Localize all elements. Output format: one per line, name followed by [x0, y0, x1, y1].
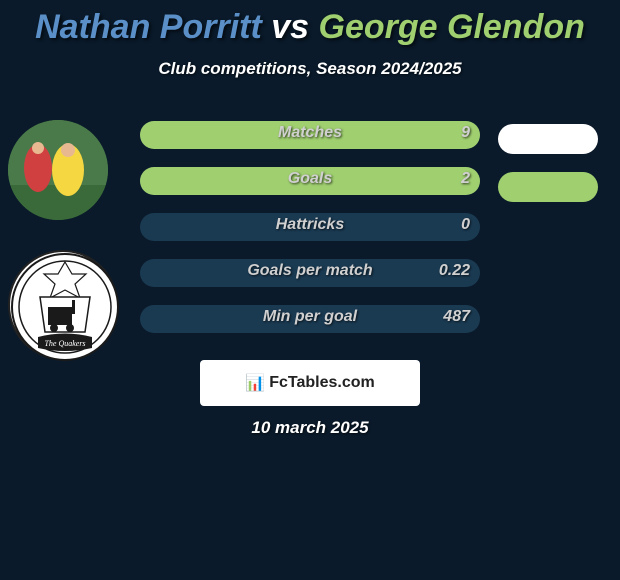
- stat-row: Goals2: [140, 164, 480, 198]
- vs-text: vs: [262, 8, 319, 46]
- player-avatar: [8, 120, 108, 220]
- svg-text:The Quakers: The Quakers: [44, 339, 85, 348]
- stat-value: 487: [443, 308, 470, 326]
- stat-row: Hattricks0: [140, 210, 480, 244]
- player1-name: Nathan Porritt: [35, 8, 262, 46]
- player2-name: George Glendon: [319, 8, 585, 46]
- stat-label: Goals: [140, 170, 480, 188]
- stat-label: Hattricks: [140, 216, 480, 234]
- avatars-column: The Quakers: [8, 120, 118, 360]
- right-pill: [498, 124, 598, 154]
- stat-label: Min per goal: [140, 308, 480, 326]
- right-pill: [498, 172, 598, 202]
- logo-text: FcTables.com: [269, 374, 375, 392]
- stat-row: Min per goal487: [140, 302, 480, 336]
- crest-image: The Quakers: [10, 252, 120, 362]
- date-text: 10 march 2025: [0, 418, 620, 438]
- stat-value: 9: [461, 124, 470, 142]
- stats-block: Matches9Goals2Hattricks0Goals per match0…: [140, 118, 480, 348]
- stat-label: Goals per match: [140, 262, 480, 280]
- fctables-logo: 📊 FcTables.com: [200, 360, 420, 406]
- stat-value: 0.22: [439, 262, 470, 280]
- stat-value: 0: [461, 216, 470, 234]
- stat-value: 2: [461, 170, 470, 188]
- page-title: Nathan Porritt vs George Glendon: [0, 0, 620, 47]
- stat-row: Goals per match0.22: [140, 256, 480, 290]
- avatar-image: [8, 120, 108, 220]
- club-crest: The Quakers: [8, 250, 118, 360]
- stat-label: Matches: [140, 124, 480, 142]
- stat-row: Matches9: [140, 118, 480, 152]
- subtitle: Club competitions, Season 2024/2025: [0, 59, 620, 79]
- chart-icon: 📊: [245, 373, 265, 393]
